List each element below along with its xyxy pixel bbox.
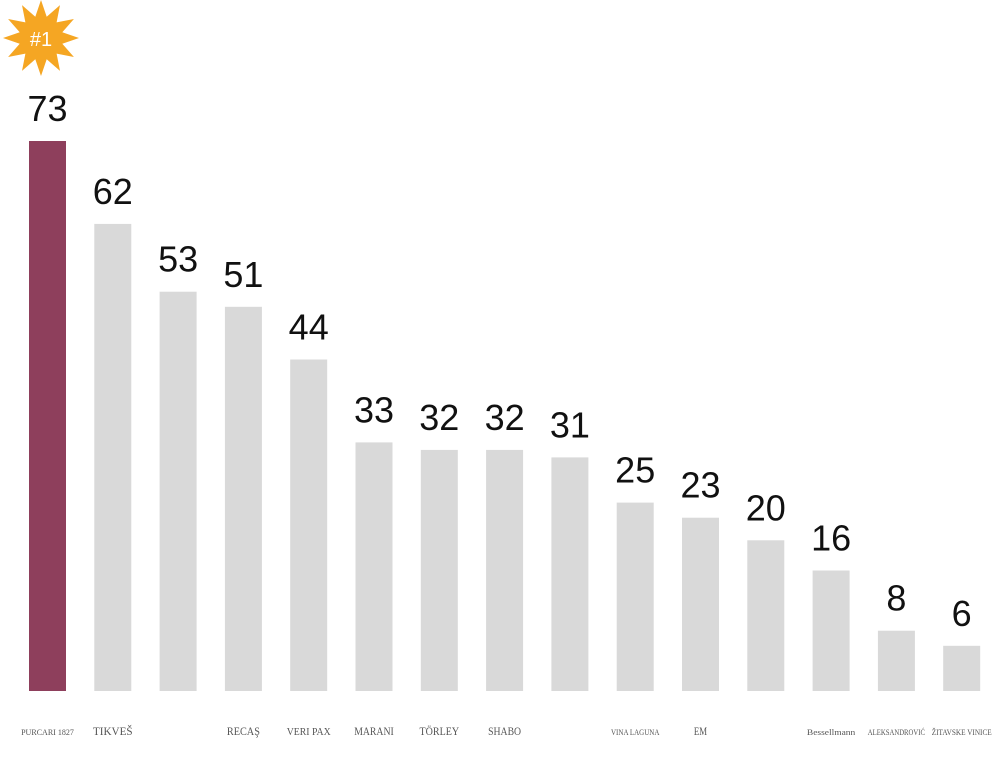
value-label-5: 33 bbox=[354, 389, 394, 430]
rank-badge-star-icon bbox=[3, 0, 79, 76]
brand-logo-0: PURCARI 1827 bbox=[21, 728, 74, 737]
bar-14 bbox=[943, 645, 981, 691]
brand-logo-4: VERI PAX bbox=[287, 727, 332, 738]
bar-3 bbox=[224, 306, 262, 691]
bar-9 bbox=[616, 502, 654, 691]
bars-group bbox=[29, 141, 981, 691]
bar-13 bbox=[877, 630, 915, 691]
bar-4 bbox=[290, 359, 328, 691]
brand-logo-14: ŽITAVSKE VINICE bbox=[932, 727, 992, 737]
bar-12 bbox=[812, 570, 850, 691]
brand-logo-12: Bessellmann bbox=[807, 728, 855, 737]
value-label-4: 44 bbox=[289, 307, 329, 348]
bar-0 bbox=[29, 141, 66, 691]
bar-7 bbox=[486, 449, 524, 691]
value-label-12: 16 bbox=[811, 518, 851, 559]
value-label-9: 25 bbox=[615, 450, 655, 491]
value-label-0: 73 bbox=[27, 88, 67, 129]
value-label-13: 8 bbox=[886, 578, 906, 619]
value-label-6: 32 bbox=[419, 397, 459, 438]
rank-badge-label: #1 bbox=[30, 29, 52, 51]
brand-logo-3: RECAŞ bbox=[227, 724, 260, 738]
brand-logo-7: SHABO bbox=[488, 724, 521, 738]
bar-10 bbox=[682, 517, 719, 691]
value-label-8: 31 bbox=[550, 404, 590, 445]
bar-5 bbox=[355, 442, 393, 691]
value-label-11: 20 bbox=[746, 487, 786, 528]
bar-6 bbox=[420, 449, 458, 691]
brand-logo-1: TIKVEŠ bbox=[93, 724, 133, 738]
value-label-2: 53 bbox=[158, 239, 198, 280]
rank-badge: #1 bbox=[3, 0, 79, 76]
value-label-7: 32 bbox=[485, 397, 525, 438]
bar-1 bbox=[94, 223, 132, 691]
bar-8 bbox=[551, 457, 589, 691]
value-label-14: 6 bbox=[952, 593, 972, 634]
value-label-10: 23 bbox=[680, 465, 720, 506]
brand-logo-10: EM bbox=[694, 724, 707, 738]
brand-logo-6: TÖRLEY bbox=[420, 724, 460, 738]
value-label-1: 62 bbox=[93, 171, 133, 212]
brand-logo-13: ALEKSANDROVIĆ bbox=[868, 727, 925, 737]
value-labels-group: 73 62 53 51 44 33 32 32 31 25 23 20 16 8 6 bbox=[27, 88, 971, 634]
bar-2 bbox=[159, 291, 197, 691]
brand-logo-5: MARANI bbox=[354, 724, 394, 738]
value-label-3: 51 bbox=[223, 254, 263, 295]
bar-11 bbox=[747, 540, 785, 691]
brand-logos-group: PURCARI 1827 TIKVEŠ RECAŞ VERI PAX MARANI TÖR… bbox=[21, 724, 992, 738]
brand-logo-9: VINA LAGUNA bbox=[611, 728, 660, 737]
